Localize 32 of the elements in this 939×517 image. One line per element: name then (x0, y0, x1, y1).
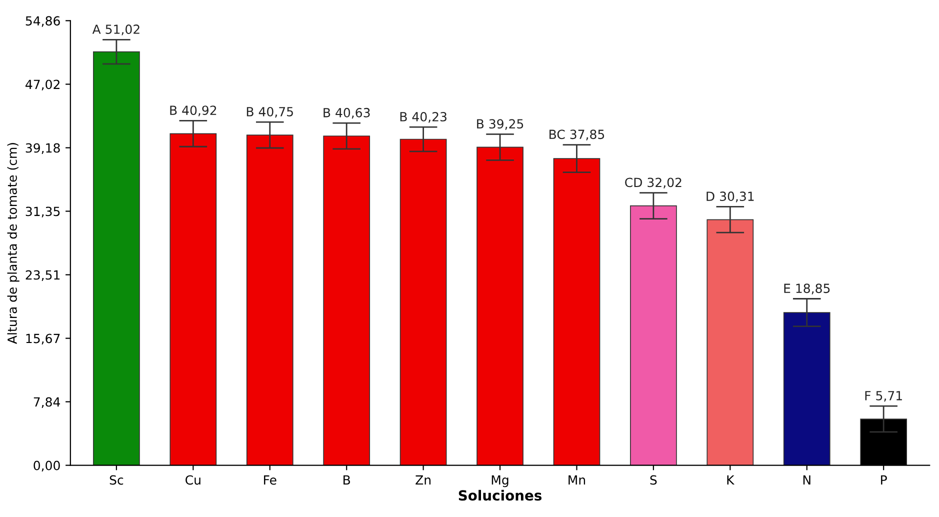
x-tick-label: Fe (264, 475, 276, 485)
y-tick-label: 54,86 (26, 16, 60, 27)
data-label: A 51,02 (92, 24, 140, 36)
y-tick-label: 39,18 (26, 143, 60, 154)
y-tick-label: 7,84 (34, 397, 60, 408)
x-tick-label: Sc (110, 475, 124, 485)
x-tick-label: Mn (568, 475, 586, 485)
data-label: B 40,75 (246, 106, 293, 118)
y-tick-label: 47,02 (26, 80, 60, 90)
data-label: D 30,31 (706, 192, 754, 202)
x-tick-label: S (650, 475, 657, 485)
data-label: B 40,92 (170, 106, 216, 116)
data-label: E 18,85 (784, 284, 830, 294)
x-tick-label: B (344, 475, 350, 485)
x-tick-label: N (803, 475, 810, 485)
data-label: B 40,23 (400, 112, 446, 123)
x-axis-title: Soluciones (458, 490, 542, 501)
y-axis-title: Altura de planta de tomate (cm) (7, 143, 20, 344)
x-tick-label: P (881, 475, 887, 485)
data-label: B 40,63 (324, 108, 370, 119)
x-tick-label: Mg (492, 475, 508, 488)
data-label: BC 37,85 (550, 130, 604, 140)
y-tick-label: 15,67 (26, 334, 60, 345)
data-label: CD 32,02 (625, 178, 682, 188)
x-tick-label: K (727, 475, 735, 485)
y-tick-label: 23,51 (26, 270, 60, 281)
y-tick-label: 31,35 (26, 206, 60, 218)
y-tick-label: 0,00 (34, 460, 60, 472)
x-tick-label: Cu (186, 475, 200, 485)
data-label: F 5,71 (865, 391, 902, 402)
x-tick-label: Zn (416, 475, 430, 485)
data-label: B 39,25 (477, 119, 524, 130)
